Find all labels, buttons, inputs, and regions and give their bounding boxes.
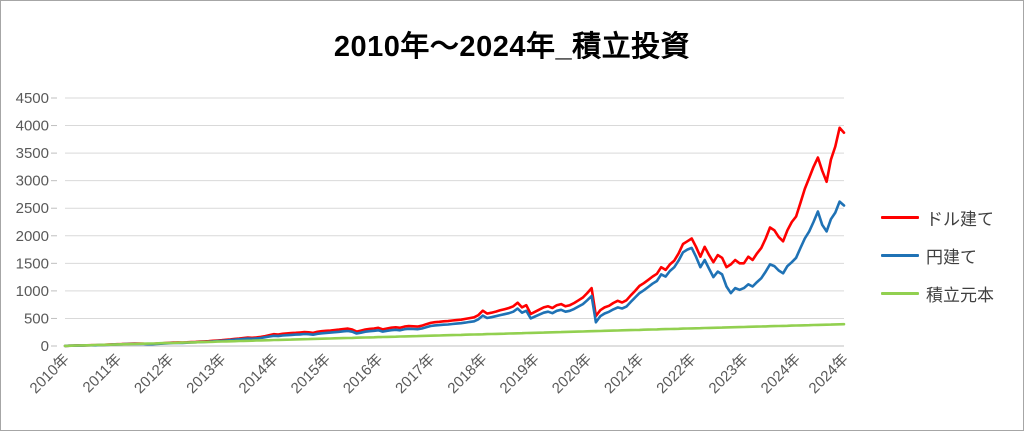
- x-tick-label: 2014年: [235, 351, 281, 397]
- x-tick-label: 2023年: [706, 351, 752, 397]
- legend-label-dollar: ドル建て: [926, 210, 994, 229]
- x-tick-label: 2012年: [131, 351, 177, 397]
- legend: ドル建て 円建て 積立元本: [881, 205, 1021, 306]
- x-tick-label: 2013年: [183, 351, 229, 397]
- y-tick-label: 3000: [16, 173, 49, 190]
- legend-swatch-yen: [881, 254, 919, 257]
- legend-swatch-principal: [881, 292, 919, 295]
- legend-item-principal: 積立元本: [881, 281, 1021, 306]
- x-tick-label: 2020年: [549, 351, 595, 397]
- y-tick-label: 500: [24, 310, 49, 327]
- y-tick-label: 0: [41, 338, 49, 355]
- series-principal: [63, 322, 846, 348]
- x-tick-label: 2017年: [392, 351, 438, 397]
- legend-item-yen: 円建て: [881, 243, 1021, 268]
- x-tick-label: 2016年: [340, 351, 386, 397]
- x-tick-label: 2019年: [497, 351, 543, 397]
- series-yen: [63, 200, 846, 348]
- y-tick-label: 1500: [16, 255, 49, 272]
- legend-swatch-dollar: [881, 216, 919, 219]
- chart-title: 2010年～2024年_積立投資: [333, 31, 691, 63]
- y-tick-label: 3500: [16, 145, 49, 162]
- legend-label-principal: 積立元本: [926, 286, 994, 305]
- x-tick-label: 2015年: [288, 351, 334, 397]
- legend-item-dollar: ドル建て: [881, 205, 1021, 230]
- legend-label-yen: 円建て: [926, 248, 977, 267]
- x-tick-label: 2024年: [758, 351, 804, 397]
- x-tick-label: 2011年: [80, 351, 125, 396]
- x-tick-label: 2010年: [27, 351, 73, 397]
- series-dollar: [63, 126, 846, 348]
- y-tick-label: 2000: [16, 228, 49, 245]
- x-tick-label: 2018年: [444, 351, 490, 397]
- x-tick-label: 2022年: [653, 351, 699, 397]
- x-tick-label: 2021年: [601, 351, 647, 397]
- y-tick-label: 4000: [16, 118, 49, 135]
- y-tick-label: 2500: [16, 200, 49, 217]
- y-tick-label: 1000: [16, 283, 49, 300]
- y-tick-label: 4500: [16, 90, 49, 107]
- x-tick-label: 2024年: [806, 351, 852, 397]
